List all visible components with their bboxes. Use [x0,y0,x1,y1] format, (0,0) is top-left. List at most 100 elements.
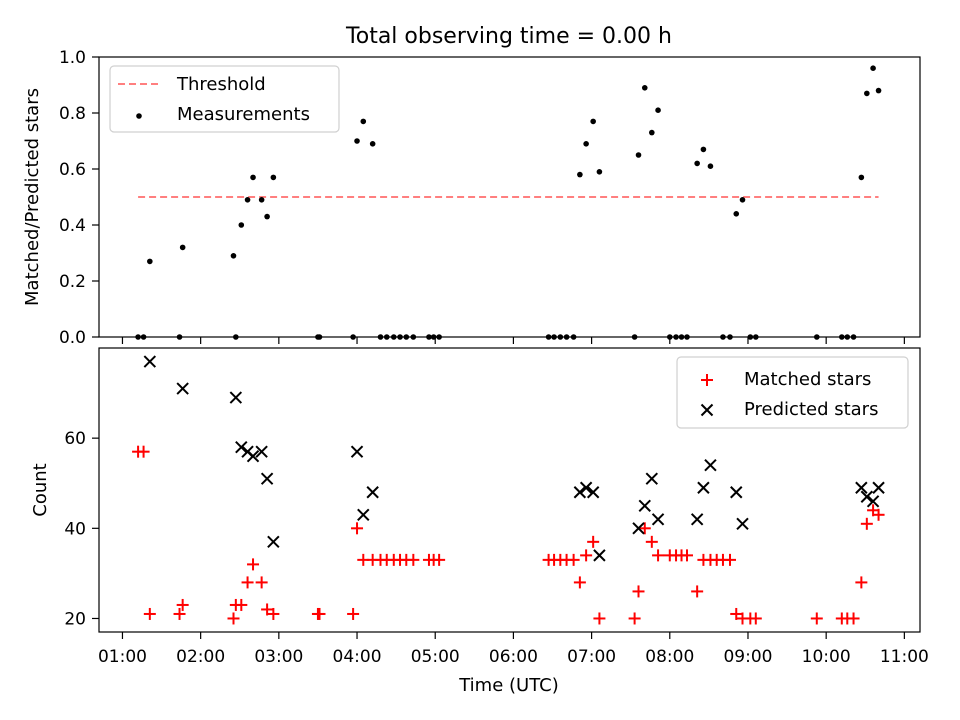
predicted-star-marker [176,382,189,395]
matched-star-marker [176,598,189,611]
ratio-y-tick-label: 0.8 [59,104,86,124]
legend-matched-label: Matched stars [744,369,871,390]
ratio-y-tick-label: 0.2 [59,272,86,292]
measurement-point [707,163,714,169]
matched-star-marker [407,553,420,566]
matched-star-marker [433,553,446,566]
count-legend: Matched stars Predicted stars [676,356,909,429]
predicted-star-marker [872,481,885,494]
predicted-star-marker [697,481,710,494]
predicted-star-marker [866,495,880,508]
measurement-point [583,141,589,147]
measurement-point [264,213,270,220]
ratio-legend: Threshold Measurements [109,65,340,133]
legend-predicted-marker [700,403,714,417]
predicted-star-marker [593,549,606,562]
matched-star-marker [347,607,360,620]
count-y-ticks: 20 40 60 [64,429,99,629]
count-x-tick-label: 06:00 [489,647,538,667]
measurement-point [739,197,746,203]
measurement-point [635,152,642,158]
count-x-tick-label: 02:00 [176,647,225,667]
measurement-point [179,244,186,251]
matched-star-marker [313,607,326,620]
matched-star-marker [847,612,860,625]
matched-star-marker [351,522,364,535]
predicted-star-marker [260,472,274,485]
count-x-tick-label: 07:00 [567,647,616,667]
matched-star-marker [632,585,645,598]
predicted-star-marker [860,490,874,503]
legend-matched-swatch [701,374,713,386]
legend-measurement-swatch [136,113,142,119]
ratio-x-ticks [121,337,905,344]
matched-star-marker [255,576,268,589]
measurement-point [649,129,655,136]
measurement-point [700,146,707,153]
count-plot-frame [98,347,921,633]
matched-star-marker [645,535,658,548]
measurement-point [270,174,277,181]
measurement-points [135,65,882,340]
matched-star-marker [267,607,280,620]
predicted-star-marker [730,486,743,499]
ratio-panel: 0.0 0.2 0.4 0.6 0.8 1.0 Matched/Predicted sta… [22,48,921,348]
measurement-point [590,118,596,125]
ratio-y-tick-label: 0.6 [59,160,86,180]
matched-star-marker [680,549,693,562]
measurement-point [694,160,700,167]
measurement-point [864,90,870,97]
predicted-star-marker [704,458,717,472]
legend-predicted-swatch [700,403,714,417]
predicted-star-marker [638,499,651,512]
predicted-star-marker [357,508,370,522]
measurement-point [250,174,256,181]
matched-star-marker [749,612,762,625]
predicted-star-marker [255,445,268,458]
predicted-star-marker [651,513,665,526]
count-x-tick-label: 11:00 [880,647,929,667]
measurement-point [596,169,603,175]
chart-title: Total observing time = 0.00 h [345,24,672,49]
predicted-star-marker [586,486,600,499]
measurement-point [655,107,661,113]
predicted-star-marker [645,472,659,485]
measurement-point [354,138,360,144]
ratio-y-tick-label: 0.4 [59,216,86,236]
predicted-star-marker [235,440,248,454]
count-legend-box [676,356,909,429]
predicted-star-markers [143,355,885,562]
count-panel: 01:00 02:00 03:00 04:00 05:00 06:00 07:00 08:00… [30,347,929,696]
legend-matched-marker [701,374,713,386]
matched-star-marker [810,612,823,625]
measurement-point [870,65,876,71]
measurement-point [230,253,237,259]
measurement-point [360,118,367,125]
ratio-y-axis-label: Matched/Predicted stars [22,88,43,306]
measurement-point [858,174,865,181]
count-x-tick-label: 10:00 [802,647,851,667]
ratio-y-tick-label: 0.0 [59,328,86,348]
legend-predicted-label: Predicted stars [744,399,878,420]
count-x-ticks: 01:00 02:00 03:00 04:00 05:00 06:00 07:00 08:00… [98,632,929,667]
count-y-axis-label: Count [30,463,51,516]
x-axis-label: Time (UTC) [458,675,559,696]
measurement-point [875,87,882,94]
predicted-star-marker [573,486,587,499]
matched-star-marker [137,445,150,458]
count-x-tick-label: 08:00 [645,647,694,667]
matched-star-marker [261,603,274,616]
matched-star-marker [567,553,580,566]
measurement-point [238,222,245,228]
predicted-star-marker [855,481,868,494]
count-x-tick-label: 03:00 [254,647,303,667]
matched-star-marker [855,576,868,589]
matched-star-marker [593,612,606,625]
matched-star-marker [580,549,593,562]
measurement-point [733,211,740,217]
count-x-tick-label: 04:00 [333,647,382,667]
matched-star-marker [173,607,186,620]
ratio-y-tick-label: 1.0 [59,48,86,68]
measurement-point [147,258,153,265]
matched-star-marker [860,517,873,530]
